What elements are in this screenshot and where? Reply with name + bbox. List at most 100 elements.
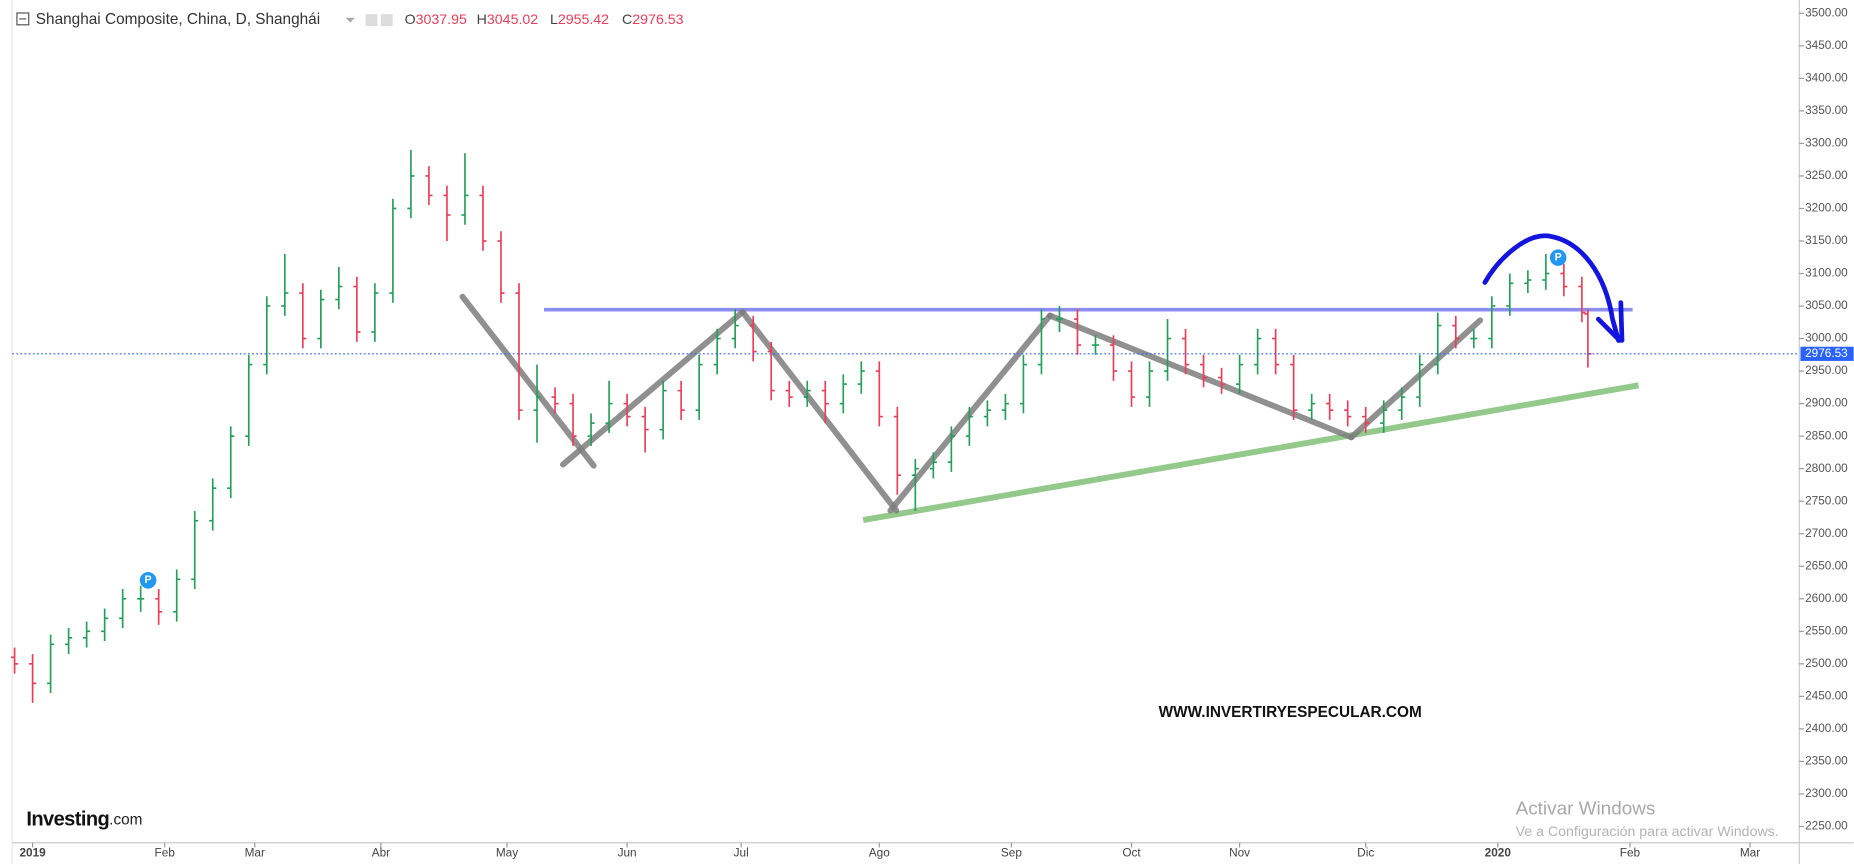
ohlc-label: O (405, 12, 416, 28)
ohlc-bar (605, 380, 613, 433)
hide-icon[interactable] (380, 14, 393, 27)
x-tick-label: Oct (1122, 845, 1141, 859)
ohlc-label: C (622, 12, 632, 28)
ohlc-bar (227, 426, 235, 498)
collapse-icon[interactable] (16, 12, 30, 26)
zigzag-leg (1348, 317, 1484, 441)
ohlc-readout: O3037.95 H3045.02 L2955.42 C2976.53 (405, 12, 684, 28)
ohlc-bar (155, 589, 163, 625)
pivot-marker[interactable] (139, 572, 157, 589)
ohlc-bar (1362, 406, 1370, 433)
windows-watermark-hint: Ve a Configuración para activar Windows. (1516, 824, 1779, 840)
ohlc-bar (767, 341, 775, 401)
y-tick-label: 3200.00 (1805, 201, 1848, 215)
ohlc-bar (1326, 393, 1334, 420)
drawings (459, 233, 1640, 523)
ohlc-bar (29, 654, 37, 703)
ohlc-bar (1182, 328, 1190, 375)
y-tick-label: 3400.00 (1805, 70, 1848, 84)
ohlc-bar (137, 585, 145, 612)
ohlc-bar (659, 380, 667, 440)
y-tick-label: 3100.00 (1805, 266, 1848, 280)
ohlc-bar (425, 166, 433, 206)
x-tick-label: Ago (869, 845, 890, 859)
x-tick-label: Sep (1001, 845, 1022, 859)
ohlc-bar (983, 400, 991, 427)
ohlc-bar (1308, 393, 1316, 420)
settings-icon[interactable] (365, 14, 378, 27)
ohlc-bar (1091, 335, 1100, 355)
ohlc-bar (875, 361, 883, 427)
y-tick-label: 2250.00 (1805, 819, 1848, 833)
ohlc-bar (263, 296, 271, 375)
pivot-marker[interactable] (1549, 249, 1567, 266)
ohlc-bar (1506, 273, 1514, 316)
ohlc-bar (299, 283, 307, 349)
ohlc-bar (1578, 276, 1586, 323)
y-tick-label: 3500.00 (1805, 5, 1848, 19)
ohlc-bar (965, 406, 973, 446)
ohlc-value: 2976.53 (632, 12, 683, 28)
ohlc-bar (677, 380, 685, 420)
plot-area (11, 149, 1592, 703)
ohlc-bar (1488, 296, 1496, 349)
y-tick-label: 2300.00 (1805, 786, 1848, 800)
ohlc-bar (1037, 309, 1045, 375)
x-tick-label: May (496, 845, 518, 859)
ohlc-bar (1001, 393, 1009, 420)
ohlc-bar (623, 393, 631, 427)
last-price-box (1800, 346, 1854, 361)
ohlc-value: 3045.02 (487, 12, 538, 28)
y-tick-label: 3050.00 (1805, 298, 1848, 312)
ohlc-bar (11, 647, 19, 674)
x-tick-label: Abr (372, 845, 390, 859)
y-tick-label: 3350.00 (1805, 103, 1848, 117)
ohlc-bar (281, 253, 289, 316)
ohlc-bar (1380, 400, 1388, 433)
ohlc-label: L (550, 12, 558, 28)
ohlc-bar (947, 426, 955, 472)
zigzag-leg (1046, 312, 1355, 441)
ohlc-bar (1416, 354, 1424, 407)
y-tick-label: 2500.00 (1805, 656, 1848, 670)
x-tick-label: Jul (734, 845, 749, 859)
ohlc-bar (407, 149, 415, 219)
ohlc-bar (1145, 361, 1154, 407)
zigzag (459, 293, 1484, 514)
ohlc-bar (47, 634, 55, 694)
x-tick-label: 2019 (19, 845, 46, 859)
ohlc-bar (731, 309, 739, 349)
x-tick-label: Nov (1229, 845, 1250, 859)
ohlc-bar (209, 478, 217, 531)
zigzag-leg (739, 309, 900, 514)
ohlc-bar (1200, 354, 1208, 388)
ohlc-bar (83, 621, 91, 648)
ohlc-bar (1109, 335, 1118, 381)
ohlc-bar (641, 406, 649, 453)
ohlc-value: 2955.42 (558, 12, 609, 28)
y-tick-label: 3000.00 (1805, 331, 1848, 345)
y-tick-label: 2800.00 (1805, 461, 1848, 475)
dropdown-caret[interactable] (345, 17, 355, 23)
logo-main: Investing (26, 809, 109, 831)
logo: Investing.com (26, 809, 142, 831)
ohlc-bar (1254, 328, 1262, 375)
ohlc-bar (1542, 253, 1550, 290)
ohlc-bar (1560, 263, 1568, 297)
ohlc-bar (713, 328, 721, 375)
y-tick-label: 3450.00 (1805, 38, 1848, 52)
windows-watermark: Activar Windows (1516, 799, 1656, 820)
y-tick-label: 2450.00 (1805, 688, 1848, 702)
logo-suffix: .com (109, 811, 142, 828)
ohlc-bar (497, 231, 505, 303)
ohlc-bar (335, 267, 343, 310)
arrow-head (1595, 300, 1625, 343)
ohlc-bar (317, 289, 325, 349)
ohlc-bar (785, 380, 793, 407)
ohlc-bar (857, 361, 865, 394)
x-tick-label: 2020 (1485, 845, 1512, 859)
ohlc-bar (1163, 319, 1172, 381)
ohlc-bar (65, 628, 73, 655)
ohlc-bar (695, 354, 703, 420)
